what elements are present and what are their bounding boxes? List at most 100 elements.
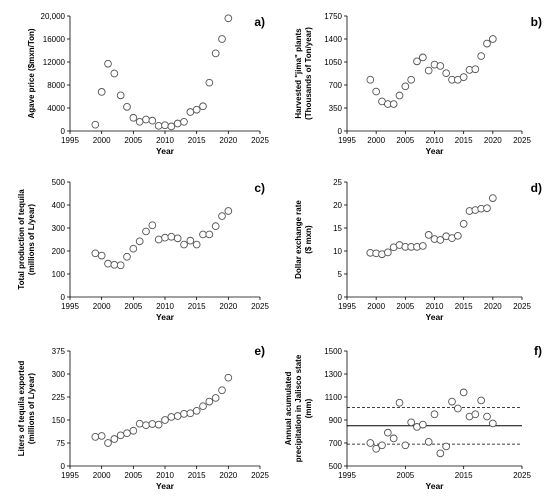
data-point xyxy=(383,428,392,437)
data-point xyxy=(389,100,398,108)
data-point xyxy=(148,420,157,428)
panel-label: e) xyxy=(254,344,265,358)
data-point xyxy=(477,396,486,405)
y-tick-label: 25 xyxy=(333,178,342,187)
data-point xyxy=(129,426,138,435)
y-tick-label: 1750 xyxy=(324,12,342,21)
data-point xyxy=(167,413,176,421)
panel-c: 0 100 200 300 400 500 1995 2000 2005 2010 2015 2020… xyxy=(17,178,269,322)
x-tick-label: 2005 xyxy=(396,302,414,311)
data-point xyxy=(192,105,201,114)
y-tick-label: 20,000 xyxy=(41,12,66,21)
panel-f: 500 700 900 1100 1300 1500 1995 2005 2015 2025 Yea… xyxy=(284,344,542,491)
data-point xyxy=(97,251,106,260)
y-tick-label: 20 xyxy=(333,201,342,210)
data-point xyxy=(116,431,125,440)
data-point xyxy=(123,102,131,111)
x-tick-label: 1995 xyxy=(338,471,356,480)
x-tick-label: 2020 xyxy=(484,302,502,311)
data-point xyxy=(407,75,416,84)
data-point xyxy=(199,102,207,111)
x-tick-label: 2010 xyxy=(156,136,174,145)
data-point xyxy=(123,252,131,261)
x-tick-label: 2005 xyxy=(124,136,142,145)
data-point xyxy=(488,419,497,428)
y-tick-label: 375 xyxy=(52,347,66,356)
y-tick-label: 4000 xyxy=(47,104,65,113)
data-point xyxy=(224,207,233,215)
x-tick-label: 2000 xyxy=(93,136,111,145)
data-point xyxy=(180,240,188,249)
y-tick-label: 0 xyxy=(338,127,343,136)
data-point xyxy=(142,227,150,236)
y-tick-label: 100 xyxy=(52,270,66,279)
y-tick-label: 16000 xyxy=(43,35,66,44)
x-tick-label: 2025 xyxy=(251,136,269,145)
panel-e: 0 75 150 225 300 375 1995 2000 2005 2010 2015 2020 2… xyxy=(17,344,269,491)
y-tick-label: 15 xyxy=(333,224,342,233)
x-tick-label: 2015 xyxy=(188,302,206,311)
y-axis-label: (mm) xyxy=(304,398,313,418)
x-tick-label: 2005 xyxy=(124,302,142,311)
y-tick-label: 0 xyxy=(61,293,66,302)
data-point xyxy=(205,78,214,87)
data-point xyxy=(459,220,468,228)
y-tick-label: 10 xyxy=(333,247,342,256)
x-tick-label: 2005 xyxy=(396,136,414,145)
data-point xyxy=(418,53,427,62)
panel-a: 0 4000 8000 12000 16000 20,000 1995 2000 2005 201… xyxy=(27,12,269,156)
data-point xyxy=(424,231,433,239)
data-point xyxy=(192,406,201,415)
x-tick-label: 2005 xyxy=(124,471,142,480)
y-tick-label: 300 xyxy=(52,224,66,233)
data-point xyxy=(205,230,214,239)
data-point xyxy=(459,388,468,397)
x-tick-label: 1995 xyxy=(61,471,79,480)
data-point xyxy=(459,73,468,81)
y-tick-label: 500 xyxy=(329,462,343,471)
panel-label: b) xyxy=(531,15,542,29)
data-point xyxy=(135,117,144,126)
x-tick-label: 2005 xyxy=(396,471,414,480)
x-axis-label: Year xyxy=(156,481,175,491)
data-point xyxy=(161,416,169,424)
data-point xyxy=(91,120,100,129)
data-point xyxy=(218,35,226,43)
data-point xyxy=(483,412,491,421)
x-tick-label: 2010 xyxy=(156,302,174,311)
data-point xyxy=(91,433,100,441)
x-tick-label: 1995 xyxy=(61,136,79,145)
data-point xyxy=(372,444,381,453)
y-axis-label: Agave price ($mxn/Ton) xyxy=(27,28,36,118)
panel-label: f) xyxy=(534,344,542,358)
data-point xyxy=(453,231,462,240)
panel-label: a) xyxy=(254,15,265,29)
panel-label: c) xyxy=(254,181,265,195)
panel-label: d) xyxy=(531,181,542,195)
y-tick-label: 700 xyxy=(329,439,343,448)
data-point xyxy=(395,91,404,100)
data-point xyxy=(123,429,131,438)
data-point xyxy=(135,419,144,428)
data-point xyxy=(211,222,220,231)
x-tick-label: 2025 xyxy=(513,302,531,311)
x-tick-label: 2010 xyxy=(426,302,444,311)
data-point xyxy=(104,439,112,447)
data-point xyxy=(199,230,207,239)
data-point xyxy=(453,404,462,413)
x-tick-label: 1995 xyxy=(338,302,356,311)
y-tick-label: 1300 xyxy=(324,370,342,379)
data-point xyxy=(167,232,176,241)
data-point xyxy=(442,442,451,451)
data-point xyxy=(436,449,445,458)
x-tick-label: 2010 xyxy=(156,471,174,480)
data-point xyxy=(366,439,375,447)
data-point xyxy=(424,66,433,75)
data-point xyxy=(161,233,169,242)
data-point xyxy=(436,236,445,244)
x-tick-label: 2025 xyxy=(513,136,531,145)
y-tick-label: 225 xyxy=(52,393,66,402)
y-axis-label: (millions of L/year) xyxy=(27,204,36,275)
y-tick-label: 200 xyxy=(52,247,66,256)
data-point xyxy=(378,441,386,450)
